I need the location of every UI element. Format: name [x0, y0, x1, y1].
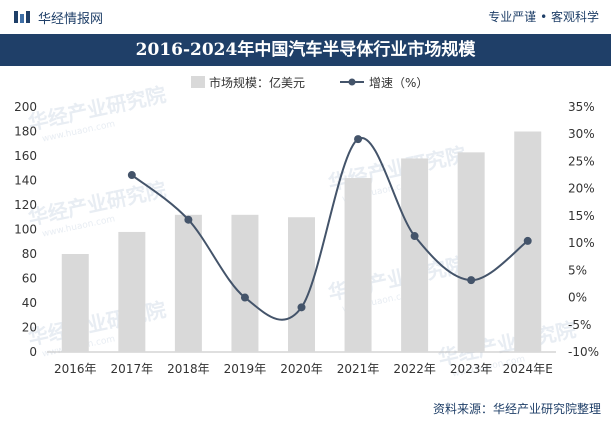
- y-left-tick-label: 160: [14, 149, 37, 163]
- header: 华经情报网 专业严谨 • 客观科学: [0, 0, 611, 34]
- y-left-tick-label: 120: [14, 198, 37, 212]
- y-left-tick-label: 200: [14, 100, 37, 114]
- y-right-tick-label: 10%: [568, 236, 595, 250]
- growth-line: [131, 137, 529, 321]
- tagline-right: 客观科学: [550, 10, 599, 24]
- brand-name: 华经情报网: [38, 12, 104, 27]
- growth-point: [184, 215, 193, 224]
- x-tick-label: 2024年E: [503, 362, 553, 376]
- bar: [61, 254, 89, 352]
- bar: [401, 158, 429, 352]
- tagline-left: 专业严谨: [488, 10, 537, 24]
- y-left-tick-label: 40: [22, 296, 37, 310]
- bar: [231, 214, 259, 352]
- y-left-tick-label: 80: [22, 247, 37, 261]
- bar: [457, 152, 485, 352]
- y-right-tick-label: 35%: [568, 100, 595, 114]
- chart-title: 2016-2024年中国汽车半导体行业市场规模: [0, 34, 611, 66]
- y-right-tick-label: 0%: [568, 291, 587, 305]
- y-left-tick-label: 140: [14, 174, 37, 188]
- growth-point: [410, 232, 419, 241]
- x-tick-label: 2023年: [450, 362, 493, 376]
- bar: [118, 231, 146, 352]
- legend-line-marker: [348, 78, 356, 86]
- x-tick-label: 2019年: [224, 362, 267, 376]
- y-left-tick-label: 60: [22, 272, 37, 286]
- x-tick-label: 2017年: [111, 362, 154, 376]
- source-note: 资料来源：华经产业研究院整理: [432, 402, 601, 416]
- y-right-tick-label: 25%: [568, 154, 595, 168]
- legend-bar-label: 市场规模：亿美元: [209, 75, 305, 90]
- x-tick-label: 2018年: [167, 362, 210, 376]
- tagline-separator: •: [540, 10, 548, 24]
- y-left-tick-label: 0: [29, 345, 37, 359]
- x-tick-label: 2021年: [337, 362, 380, 376]
- growth-point: [467, 276, 476, 285]
- y-right-tick-label: 30%: [568, 127, 595, 141]
- chart: 华经产业研究院www.huaon.com华经产业研究院www.huaon.com…: [14, 75, 599, 380]
- legend-line-label: 增速（%）: [369, 76, 428, 90]
- y-right-tick-label: 20%: [568, 182, 595, 196]
- logo-icon: [14, 11, 30, 23]
- legend-bar-swatch: [191, 76, 205, 88]
- growth-point: [240, 293, 249, 302]
- y-right-tick-label: 5%: [568, 263, 587, 277]
- growth-point: [523, 236, 532, 245]
- x-tick-label: 2016年: [54, 362, 97, 376]
- bar: [288, 217, 315, 352]
- tagline: 专业严谨 • 客观科学: [488, 8, 599, 25]
- y-right-tick-label: -5%: [568, 318, 591, 332]
- growth-point: [127, 171, 136, 180]
- growth-point: [354, 135, 363, 144]
- y-left-tick-label: 180: [14, 125, 37, 139]
- growth-point: [297, 303, 306, 312]
- y-left-tick-label: 20: [22, 321, 37, 335]
- x-tick-label: 2020年: [280, 362, 323, 376]
- y-right-tick-label: -10%: [568, 345, 599, 359]
- bar: [174, 214, 202, 352]
- y-right-tick-label: 15%: [568, 209, 595, 223]
- y-left-tick-label: 100: [14, 223, 37, 237]
- bar: [344, 178, 372, 352]
- x-tick-label: 2022年: [393, 362, 436, 376]
